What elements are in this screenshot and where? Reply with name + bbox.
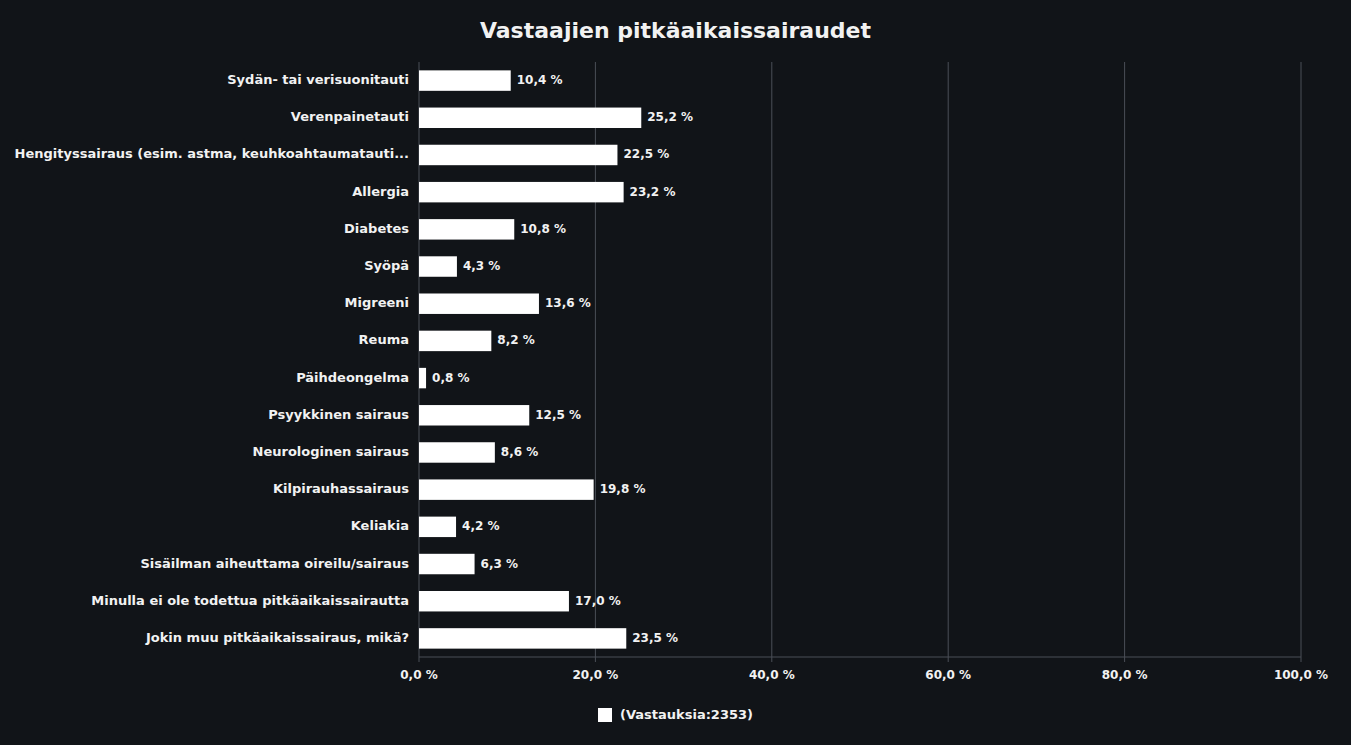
bar: [419, 108, 641, 128]
tick-mark: [948, 657, 949, 662]
category-label: Sisäilman aiheuttama oireilu/sairaus: [140, 556, 409, 571]
legend-swatch: [598, 708, 612, 722]
tick-mark: [595, 657, 596, 662]
category-label: Neurologinen sairaus: [253, 444, 410, 459]
data-label: 8,2 %: [497, 333, 534, 347]
bar: [419, 182, 624, 202]
data-label: 23,2 %: [630, 185, 676, 199]
data-labels: 23,5 % 17,0 % 6,3 % 4,2 % 19,8 % 8,6 % 12,5 % 0…: [432, 73, 693, 645]
bar: [419, 256, 457, 276]
grid-line: [771, 62, 772, 657]
bar: [419, 628, 626, 648]
tick-label: 60,0 %: [925, 668, 971, 682]
tick-label: 80,0 %: [1102, 668, 1148, 682]
tick-mark: [1301, 657, 1302, 662]
title: Vastaajien pitkäaikaissairaudet: [480, 18, 872, 43]
data-label: 4,2 %: [462, 519, 499, 533]
x-axis: 0,0 % 20,0 % 40,0 % 60,0 % 80,0 % 100,0 %: [400, 657, 1328, 682]
category-label: Migreeni: [345, 295, 409, 310]
chart: Vastaajien pitkäaikaissairaudet Jokin muu…: [0, 0, 1351, 745]
data-label: 13,6 %: [545, 296, 591, 310]
tick-label: 20,0 %: [572, 668, 618, 682]
tick-mark: [771, 657, 772, 662]
category-label: Psyykkinen sairaus: [268, 407, 409, 422]
tick-label: 40,0 %: [749, 668, 795, 682]
legend-label: (Vastauksia:2353): [620, 707, 753, 722]
background: [0, 0, 1351, 745]
bar: [419, 442, 495, 462]
bar: [419, 145, 617, 165]
category-label: Syöpä: [364, 258, 409, 273]
data-label: 25,2 %: [647, 110, 693, 124]
bar: [419, 554, 475, 574]
grid-line: [948, 62, 949, 657]
bar: [419, 405, 529, 425]
tick-label: 100,0 %: [1274, 668, 1328, 682]
bar: [419, 368, 426, 388]
tick-mark: [1124, 657, 1125, 662]
data-label: 6,3 %: [481, 557, 518, 571]
grid-line: [1124, 62, 1125, 657]
category-label: Kilpirauhassairaus: [273, 481, 409, 496]
bar: [419, 293, 539, 313]
category-label: Allergia: [352, 184, 409, 199]
category-label: Sydän- tai verisuonitauti: [227, 72, 409, 87]
tick-mark: [419, 657, 420, 662]
grid-line: [1301, 62, 1302, 657]
category-label: Diabetes: [344, 221, 409, 236]
grid: [419, 62, 1301, 657]
data-label: 23,5 %: [632, 631, 678, 645]
data-label: 4,3 %: [463, 259, 500, 273]
category-label: Hengityssairaus (esim. astma, keuhkoahta…: [15, 146, 409, 161]
data-label: 22,5 %: [623, 147, 669, 161]
data-label: 10,4 %: [517, 73, 563, 87]
category-label: Minulla ei ole todettua pitkäaikaissaira…: [91, 593, 409, 608]
data-label: 10,8 %: [520, 222, 566, 236]
bar: [419, 517, 456, 537]
data-label: 8,6 %: [501, 445, 538, 459]
category-label: Päihdeongelma: [296, 370, 409, 385]
bar: [419, 219, 514, 239]
bar: [419, 479, 594, 499]
data-label: 12,5 %: [535, 408, 581, 422]
y-axis-labels: Jokin muu pitkäaikaissairaus, mikä? Minul…: [15, 72, 410, 645]
bar: [419, 70, 511, 90]
data-label: 0,8 %: [432, 371, 469, 385]
data-label: 17,0 %: [575, 594, 621, 608]
category-label: Verenpainetauti: [291, 109, 409, 124]
category-label: Reuma: [359, 332, 409, 347]
tick-label: 0,0 %: [400, 668, 437, 682]
data-label: 19,8 %: [600, 482, 646, 496]
bar: [419, 591, 569, 611]
bars: [419, 70, 641, 648]
category-label: Keliakia: [351, 518, 409, 533]
legend: (Vastauksia:2353): [598, 707, 753, 723]
bar: [419, 331, 491, 351]
x-axis-line: [419, 657, 1301, 658]
category-label: Jokin muu pitkäaikaissairaus, mikä?: [145, 630, 409, 645]
